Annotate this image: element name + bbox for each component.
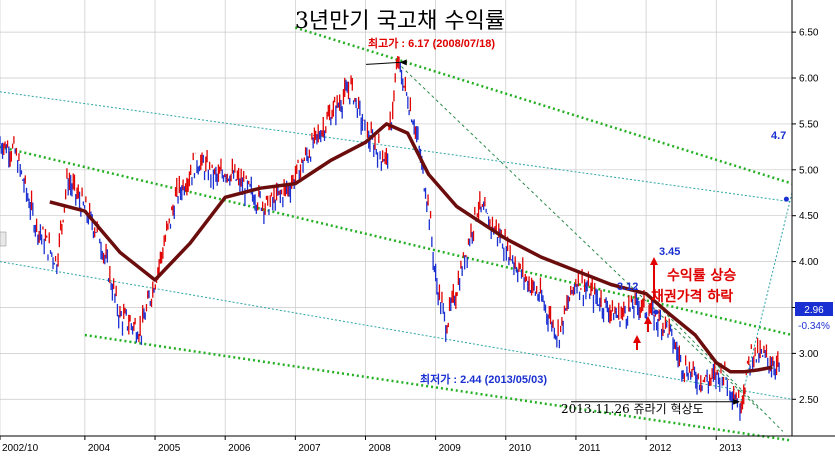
x-tick-label: 2008 [368, 443, 391, 454]
x-tick-label: 2013 [719, 443, 742, 454]
target-dot-4-7 [783, 196, 789, 202]
upper-channel-line [294, 26, 793, 185]
outer-lower-channel [0, 261, 793, 400]
y-tick-label: 4.00 [799, 257, 819, 268]
rate-up-arrow-head [650, 257, 658, 265]
chart-title: 3년만기 국고채 수익률 [295, 9, 505, 34]
event-note: 2013.11.26 쥬라기 혁상도 [561, 402, 704, 416]
x-tick-label: 2012 [649, 443, 672, 454]
middle-channel-line [0, 145, 793, 337]
outer-upper-channel [0, 91, 793, 203]
y-tick-label: 6.00 [799, 74, 819, 85]
level-label-3-12: 3.12 [617, 281, 638, 293]
target-dot-3-45 [653, 309, 659, 315]
x-tick-label: 2009 [439, 443, 462, 454]
y-tick-label: 5.00 [799, 165, 819, 176]
x-tick-label: 2002/10 [2, 443, 39, 454]
high-pointer-arrow [399, 59, 407, 66]
last-price-tag [795, 302, 833, 316]
grid-lines [0, 0, 792, 436]
y-tick-label: 6.50 [799, 28, 819, 39]
x-tick-label: 2011 [579, 443, 601, 454]
rebound-arrow-1-head [633, 335, 641, 343]
y-tick-label: 2.50 [799, 395, 819, 406]
low-pointer-arrow [733, 398, 741, 405]
last-price-value: 2.96 [804, 305, 824, 316]
y-tick-label: 3.00 [799, 349, 819, 360]
target-label-3-45: 3.45 [659, 246, 680, 258]
note-rate-up: 수익률 상승 [667, 267, 736, 284]
x-tick-label: 2004 [88, 443, 111, 454]
x-tick-label: 2006 [228, 443, 251, 454]
y-tick-label: 5.50 [799, 119, 819, 130]
annotation-markers [365, 59, 789, 405]
x-tick-label: 2005 [158, 443, 181, 454]
moving-average-line [49, 122, 773, 374]
x-tick-label: 2010 [509, 443, 532, 454]
decline-projection-line [396, 62, 759, 409]
trend-channels [0, 26, 793, 442]
note-price-down: 채권가격 하락 [651, 288, 733, 305]
left-scroll-handle[interactable] [0, 231, 7, 247]
high-pointer-line [365, 61, 400, 65]
rebound-arrow-2-head [644, 316, 652, 324]
x-axis-ticks: 2002/10 2004 2005 2006 2007 2008 2009 2010 2011 2… [0, 436, 742, 454]
x-tick-label: 2007 [298, 443, 321, 454]
target-label-4-7: 4.7 [771, 130, 786, 142]
low-annotation: 최저가 : 2.44 (2013/05/03) [420, 372, 547, 386]
lower-channel-line [84, 333, 793, 442]
last-change-value: -0.34% [798, 321, 830, 332]
y-tick-label: 4.50 [799, 211, 819, 222]
high-annotation: 최고가 : 6.17 (2008/07/18) [368, 36, 495, 50]
